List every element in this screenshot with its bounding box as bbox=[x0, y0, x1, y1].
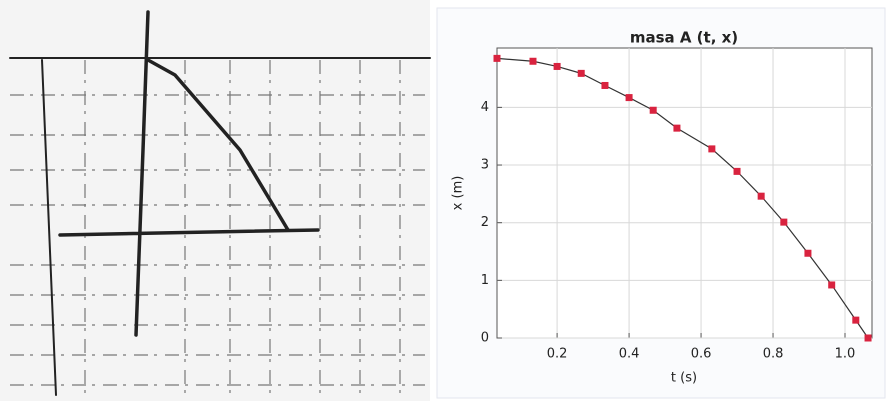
data-point bbox=[828, 281, 836, 289]
x-axis-label: t (s) bbox=[671, 371, 697, 386]
y-tick-label: 3 bbox=[481, 158, 489, 173]
plot-area bbox=[496, 47, 873, 339]
data-point bbox=[553, 62, 561, 70]
data-point bbox=[493, 54, 501, 62]
y-tick-label: 0 bbox=[481, 331, 489, 346]
y-tick-label: 1 bbox=[481, 273, 489, 288]
x-tick-label: 0.6 bbox=[691, 347, 712, 362]
data-point bbox=[601, 81, 609, 89]
data-point bbox=[625, 94, 633, 102]
chart-title: masa A (t, x) bbox=[630, 29, 738, 47]
data-point bbox=[733, 167, 741, 175]
x-tick-label: 1.0 bbox=[835, 347, 856, 362]
data-point bbox=[649, 106, 657, 114]
data-point bbox=[780, 218, 788, 226]
data-point bbox=[577, 69, 585, 77]
sketch-paper bbox=[0, 0, 430, 401]
series-line bbox=[496, 57, 869, 339]
y-tick-label: 4 bbox=[481, 100, 489, 115]
y-tick-label: 2 bbox=[481, 215, 489, 230]
data-point bbox=[852, 316, 860, 324]
data-point bbox=[757, 192, 765, 200]
data-point bbox=[804, 249, 812, 257]
x-tick-label: 0.2 bbox=[547, 347, 568, 362]
data-point bbox=[529, 57, 537, 65]
data-point bbox=[864, 334, 872, 342]
data-point bbox=[708, 145, 716, 153]
sketch-grid bbox=[10, 60, 425, 395]
hand-sketch bbox=[0, 0, 431, 401]
data-point bbox=[673, 124, 681, 132]
x-tick-label: 0.4 bbox=[619, 347, 640, 362]
y-axis-label: x (m) bbox=[451, 176, 466, 211]
x-tick-label: 0.8 bbox=[763, 347, 784, 362]
